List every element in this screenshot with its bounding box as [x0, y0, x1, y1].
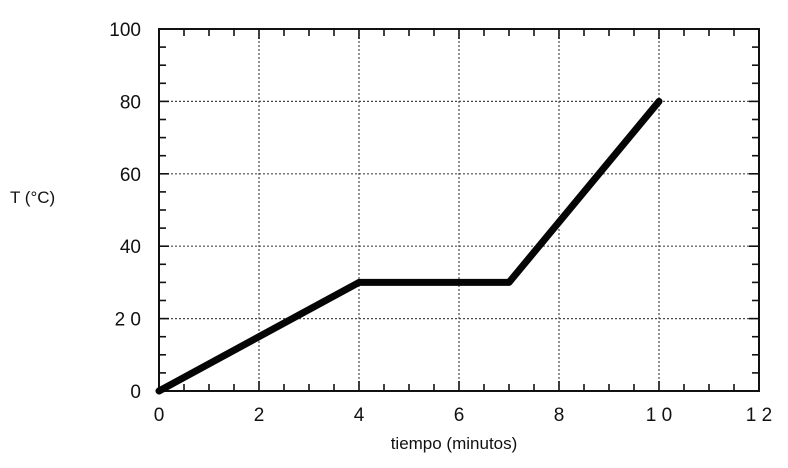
y-tick-label: 0: [130, 382, 141, 403]
y-tick-label: 40: [120, 237, 141, 258]
x-tick-label: 0: [154, 405, 165, 426]
x-tick-label: 1 0: [646, 405, 672, 426]
temperature-series-line: [155, 97, 663, 395]
plot-frame: [158, 28, 760, 392]
y-tick-label: 80: [120, 92, 141, 113]
x-tick-label: 8: [554, 405, 565, 426]
y-tick-label: 60: [120, 165, 141, 186]
y-axis-label: T (°C): [10, 188, 55, 207]
x-tick-label: 2: [254, 405, 265, 426]
x-axis-label: tiempo (minutos): [391, 434, 518, 453]
y-tick-label: 100: [109, 20, 141, 41]
grid: [159, 29, 759, 391]
x-tick-label: 4: [354, 405, 365, 426]
x-tick-label: 6: [454, 405, 465, 426]
x-tick-label: 1 2: [746, 405, 772, 426]
y-tick-label: 2 0: [115, 310, 141, 331]
axis-ticks: [159, 29, 759, 391]
